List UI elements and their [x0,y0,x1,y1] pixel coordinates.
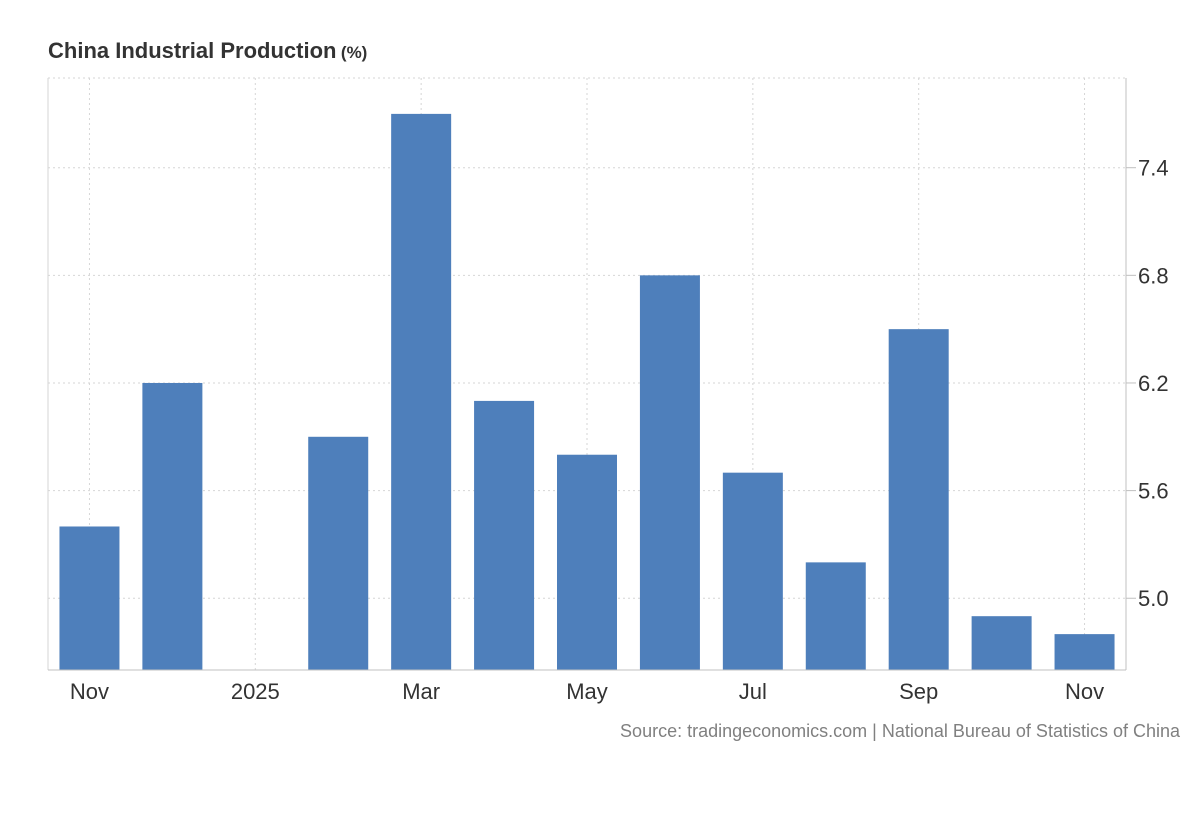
bar-2025-09 [888,329,949,670]
y-tick-label: 7.4 [1138,156,1169,181]
x-tick-label: 2025 [231,679,280,704]
y-tick-label: 6.2 [1138,371,1169,396]
bar-2025-02 [308,436,369,670]
x-tick-label: Jul [739,679,767,704]
chart-unit-text: (%) [340,43,368,62]
bar-2025-07 [722,472,783,670]
bar-2024-11 [59,526,120,670]
x-tick-label: Sep [899,679,938,704]
bar-2025-10 [971,616,1032,670]
chart-title: China Industrial Production (%) [48,38,367,64]
y-tick-label: 6.8 [1138,263,1169,288]
x-tick-label: May [566,679,608,704]
label-layer: 5.0 5.6 6.2 6.8 7.4 Nov 2025 Mar May Jul Sep Nov [70,156,1169,704]
bar-2025-08 [805,562,866,670]
x-tick-label: Mar [402,679,440,704]
bar-2025-05 [557,454,617,670]
axis-layer [47,78,1136,671]
bar-2025-11 [1054,634,1115,670]
bar-2025-03 [391,113,452,670]
bar-2025-06 [639,275,700,670]
bar-layer [59,113,1115,670]
source-text: Source: tradingeconomics.com | National … [620,721,1180,741]
chart-title-text: China Industrial Production [48,38,337,63]
y-tick-label: 5.0 [1138,586,1169,611]
x-tick-label: Nov [70,679,109,704]
x-tick-label: Nov [1065,679,1104,704]
bar-2025-04 [474,400,535,670]
bar-2024-12 [142,382,203,670]
y-tick-label: 5.6 [1138,479,1169,504]
